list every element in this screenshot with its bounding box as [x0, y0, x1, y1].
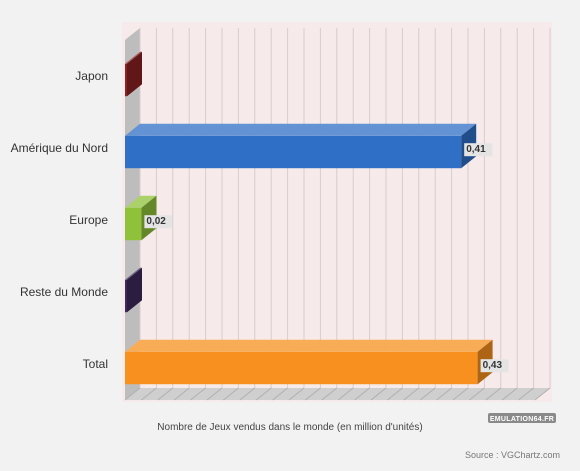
- bars-group: [125, 51, 493, 385]
- floor-gridline: [141, 387, 157, 401]
- category-label: Reste du Monde: [20, 285, 108, 299]
- category-label: Total: [83, 357, 108, 371]
- floor-gridline: [419, 387, 436, 401]
- bar-top: [125, 267, 142, 280]
- floor-gridline: [157, 387, 174, 401]
- floor-gridline: [321, 387, 338, 401]
- value-label-bg: [480, 359, 509, 373]
- floor-gridline: [190, 387, 206, 401]
- floor-gridline: [354, 387, 370, 401]
- bar-front: [125, 351, 478, 385]
- bar-front: [125, 63, 127, 97]
- floor-gridline: [305, 387, 321, 401]
- floor-gridline: [239, 387, 256, 401]
- floor-gridline: [337, 387, 354, 401]
- bar-europe: [125, 195, 157, 241]
- bar-front: [125, 279, 127, 313]
- floor-gridline: [124, 387, 141, 401]
- bar-total: [125, 339, 493, 385]
- floor-gridline: [501, 387, 518, 401]
- floor-gridline: [387, 387, 403, 401]
- value-label: 0,43: [483, 360, 503, 371]
- floor-gridline: [223, 387, 239, 401]
- floor-gridline: [469, 387, 485, 401]
- gridlines: [124, 28, 551, 401]
- floor-gridline: [206, 387, 223, 401]
- source-credit: Source : VGChartz.com: [465, 450, 560, 460]
- floor-gridline: [485, 387, 502, 401]
- bar-japon: [125, 51, 142, 97]
- svg-text:EMULATION64.FR: EMULATION64.FR: [490, 416, 554, 423]
- category-label: Europe: [69, 213, 108, 227]
- bar-end: [127, 267, 142, 313]
- value-label: 0,41: [466, 144, 486, 155]
- floor-gridline: [403, 387, 420, 401]
- value-label: 0,02: [146, 216, 166, 227]
- floor-gridline: [288, 387, 305, 401]
- category-label: Amérique du Nord: [11, 141, 108, 155]
- watermark-logo: EMULATION64.FR: [488, 413, 556, 423]
- value-labels: 0,41 0,02 0,43: [144, 143, 509, 373]
- floor-gridline: [272, 387, 288, 401]
- floor-gridline: [173, 387, 190, 401]
- bar-top: [125, 123, 477, 136]
- bar-am-rique-du-nord: [125, 123, 477, 169]
- category-label: Japon: [75, 69, 108, 83]
- bar-top: [125, 339, 493, 352]
- plot-floor: [125, 388, 550, 400]
- value-label-bg: [464, 143, 493, 157]
- floor-gridline: [255, 387, 272, 401]
- bar-top: [125, 195, 157, 208]
- floor-gridline: [534, 387, 551, 401]
- x-axis-title: Nombre de Jeux vendus dans le monde (en …: [157, 422, 422, 433]
- floor-gridline: [452, 387, 469, 401]
- bar-reste-du-monde: [125, 267, 142, 313]
- value-label-bg: [144, 215, 173, 229]
- floor-gridline: [518, 387, 534, 401]
- category-labels: Japon Amérique du Nord Europe Reste du Mond…: [11, 69, 109, 371]
- bar-front: [125, 207, 142, 241]
- bar-front: [125, 135, 462, 169]
- floor-gridline: [436, 387, 452, 401]
- floor-gridline: [370, 387, 387, 401]
- bar-end: [127, 51, 142, 97]
- bar-top: [125, 51, 142, 64]
